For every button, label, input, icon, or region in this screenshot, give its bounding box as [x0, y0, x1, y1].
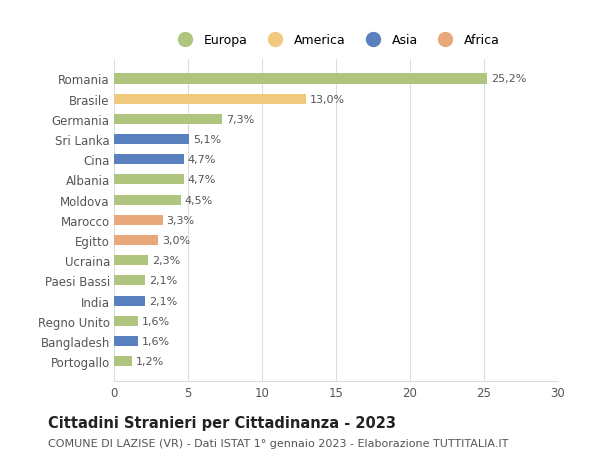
Text: 2,1%: 2,1% [149, 296, 177, 306]
Bar [114, 336, 137, 346]
Bar [114, 115, 222, 125]
Bar [114, 155, 184, 165]
Bar [114, 74, 487, 84]
Text: 5,1%: 5,1% [193, 135, 221, 145]
Bar [114, 296, 145, 306]
Bar [114, 215, 163, 225]
Legend: Europa, America, Asia, Africa: Europa, America, Asia, Africa [169, 31, 503, 51]
Text: 4,7%: 4,7% [187, 155, 215, 165]
Text: 3,0%: 3,0% [162, 235, 190, 246]
Text: 13,0%: 13,0% [310, 95, 345, 105]
Text: COMUNE DI LAZISE (VR) - Dati ISTAT 1° gennaio 2023 - Elaborazione TUTTITALIA.IT: COMUNE DI LAZISE (VR) - Dati ISTAT 1° ge… [48, 438, 508, 448]
Text: 25,2%: 25,2% [491, 74, 526, 84]
Bar [114, 356, 132, 366]
Bar [114, 175, 184, 185]
Bar [114, 316, 137, 326]
Text: 7,3%: 7,3% [226, 115, 254, 124]
Text: 2,3%: 2,3% [152, 256, 180, 266]
Bar [114, 276, 145, 286]
Text: 4,7%: 4,7% [187, 175, 215, 185]
Bar [114, 95, 307, 105]
Text: 1,2%: 1,2% [136, 356, 164, 366]
Text: Cittadini Stranieri per Cittadinanza - 2023: Cittadini Stranieri per Cittadinanza - 2… [48, 415, 396, 431]
Bar [114, 134, 190, 145]
Text: 1,6%: 1,6% [142, 316, 170, 326]
Text: 2,1%: 2,1% [149, 276, 177, 286]
Bar [114, 256, 148, 266]
Bar [114, 235, 158, 246]
Text: 1,6%: 1,6% [142, 336, 170, 346]
Text: 4,5%: 4,5% [184, 195, 212, 205]
Bar [114, 195, 181, 205]
Text: 3,3%: 3,3% [167, 215, 194, 225]
